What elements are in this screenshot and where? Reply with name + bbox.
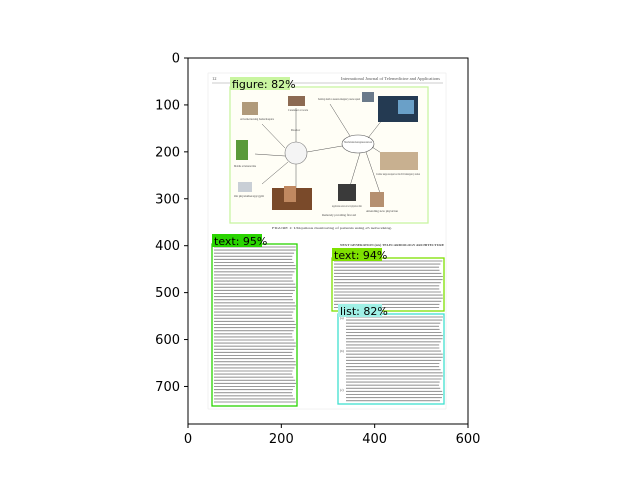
figure-illustration: At home/nursing home/hospice Caretaker a…: [231, 88, 427, 221]
detection-label-figure: figure: 82%: [232, 78, 296, 91]
y-tick-label: 400: [155, 239, 180, 254]
home-photo: [242, 102, 258, 115]
detection-figure: figure: 82%: [229, 77, 429, 224]
label-physician: Attending new physician: [366, 209, 398, 213]
label-caretaker: Caretaker at work: [288, 108, 308, 112]
network-cloud-icon: [341, 134, 375, 154]
detection-text-left: text: 95%: [211, 234, 298, 407]
x-axis: 0 200 400 600: [184, 424, 481, 447]
label-remote: Remotely providing first aid: [322, 213, 356, 217]
caretaker-photo: [288, 96, 305, 106]
y-tick-label: 100: [155, 98, 180, 113]
label-gym: On physiotherapy/gym: [234, 194, 264, 198]
laptop-photo: [362, 92, 374, 102]
detection-label-text-right: text: 94%: [334, 249, 387, 262]
detection-label-bg-list: [338, 304, 382, 317]
label-alarm: Sending alarm to nearest emergency rescu…: [318, 97, 360, 101]
x-tick-label: 200: [269, 432, 294, 447]
y-tick-label: 200: [155, 145, 180, 160]
detection-label-bg-figure: [230, 77, 290, 90]
physician-photo: [370, 192, 384, 207]
left-column-text: [214, 246, 296, 403]
detection-list: list: 82%: [337, 304, 445, 405]
hub-device: [284, 141, 308, 165]
detection-box-text-right: [331, 257, 445, 312]
label-application: Application servers at local physician c…: [332, 204, 362, 208]
x-tick-label: 0: [184, 432, 192, 447]
y-tick-label: 700: [155, 380, 180, 395]
section-heading: NEXT GENERATION (nG) TELECARDIOLOGY ARCH…: [340, 243, 445, 247]
server-photo: [338, 184, 356, 201]
gym-photo: [238, 182, 252, 192]
detection-box-figure: [229, 86, 429, 224]
doctor-figure: [284, 186, 296, 202]
detection-label-bg-text-left: [212, 234, 262, 247]
label-cardiac: Cardiac surgeon/experts at the ICU/emerg…: [376, 172, 420, 176]
x-tick-label: 600: [456, 432, 481, 447]
detection-label-list: list: 82%: [340, 305, 388, 318]
detection-text-right: text: 94%: [331, 248, 445, 312]
journal-title: International Journal of Telemedicine an…: [341, 76, 440, 81]
label-cloud: Wired/wireless heterogeneous network: [344, 140, 372, 144]
detection-box-list: [337, 313, 445, 405]
detection-label-bg-text-right: [332, 248, 382, 261]
page-number: 12: [212, 76, 217, 81]
label-mobile: Mobile at leisure time: [234, 164, 256, 168]
x-tick-label: 400: [362, 432, 387, 447]
figure-caption: FIGURE 1: Ubiquitous monitoring of patie…: [272, 226, 392, 230]
list-item-c: (c): [340, 388, 344, 392]
mobile-photo: [236, 140, 248, 160]
y-tick-label: 600: [155, 333, 180, 348]
label-home: At home/nursing home/hospice: [240, 117, 274, 121]
y-tick-label: 500: [155, 286, 180, 301]
y-axis: 0 100 200 300 400 500 600 700: [155, 52, 188, 395]
list-item-a: (a): [340, 316, 344, 320]
cardiac-photo-screen: [398, 100, 414, 114]
label-doctor: Doctor: [291, 128, 301, 132]
emergency-photo: [380, 152, 418, 170]
y-tick-label: 0: [172, 52, 180, 67]
y-tick-label: 300: [155, 192, 180, 207]
detection-label-text-left: text: 95%: [214, 235, 267, 248]
document-page: 12 International Journal of Telemedicine…: [207, 72, 447, 410]
list-item-b: (b): [340, 349, 344, 353]
